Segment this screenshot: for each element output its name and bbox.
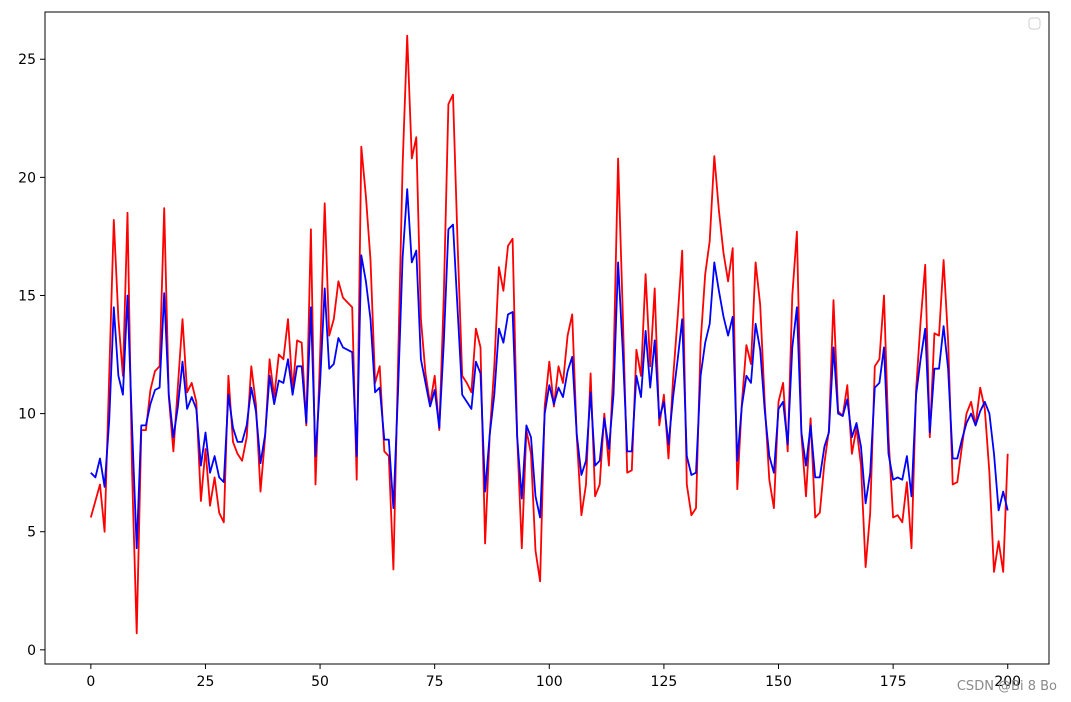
x-tick-label: 200 xyxy=(994,674,1021,690)
y-tick-label: 15 xyxy=(18,288,36,304)
x-tick-label: 25 xyxy=(197,674,215,690)
y-tick-label: 10 xyxy=(18,407,36,423)
y-tick-label: 25 xyxy=(18,52,36,68)
ticks-layer: 0 25 50 75 100 125 150 175 200 0 5 10 15 20 25 xyxy=(18,52,1021,690)
x-tick-label: 0 xyxy=(86,674,95,690)
x-tick-label: 125 xyxy=(651,674,678,690)
x-tick-label: 75 xyxy=(426,674,444,690)
series-line-1 xyxy=(89,34,1009,635)
watermark: CSDN @Bi 8 Bo xyxy=(956,679,1057,694)
series-layer xyxy=(89,34,1009,635)
legend-box xyxy=(1028,17,1041,30)
y-tick-label: 20 xyxy=(18,170,36,186)
y-tick-label: 0 xyxy=(27,643,36,659)
x-tick-label: 150 xyxy=(765,674,792,690)
y-tick-label: 5 xyxy=(27,525,36,541)
x-tick-label: 100 xyxy=(536,674,563,690)
plot-frame xyxy=(44,11,1050,665)
x-tick-label: 50 xyxy=(311,674,329,690)
series-line-2 xyxy=(90,188,1009,550)
x-tick-label: 175 xyxy=(880,674,907,690)
